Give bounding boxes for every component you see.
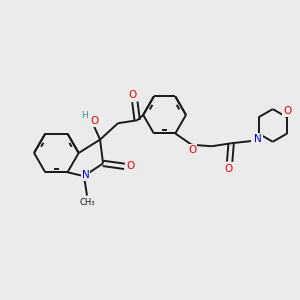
- Text: O: O: [188, 145, 196, 155]
- Text: H: H: [81, 111, 88, 120]
- Text: O: O: [224, 164, 232, 174]
- Text: N: N: [254, 134, 262, 144]
- Text: CH₃: CH₃: [79, 198, 95, 207]
- Text: O: O: [284, 106, 292, 116]
- Text: O: O: [127, 161, 135, 171]
- Text: O: O: [128, 90, 136, 100]
- Text: O: O: [90, 116, 98, 126]
- Text: N: N: [252, 135, 260, 145]
- Text: N: N: [82, 170, 89, 180]
